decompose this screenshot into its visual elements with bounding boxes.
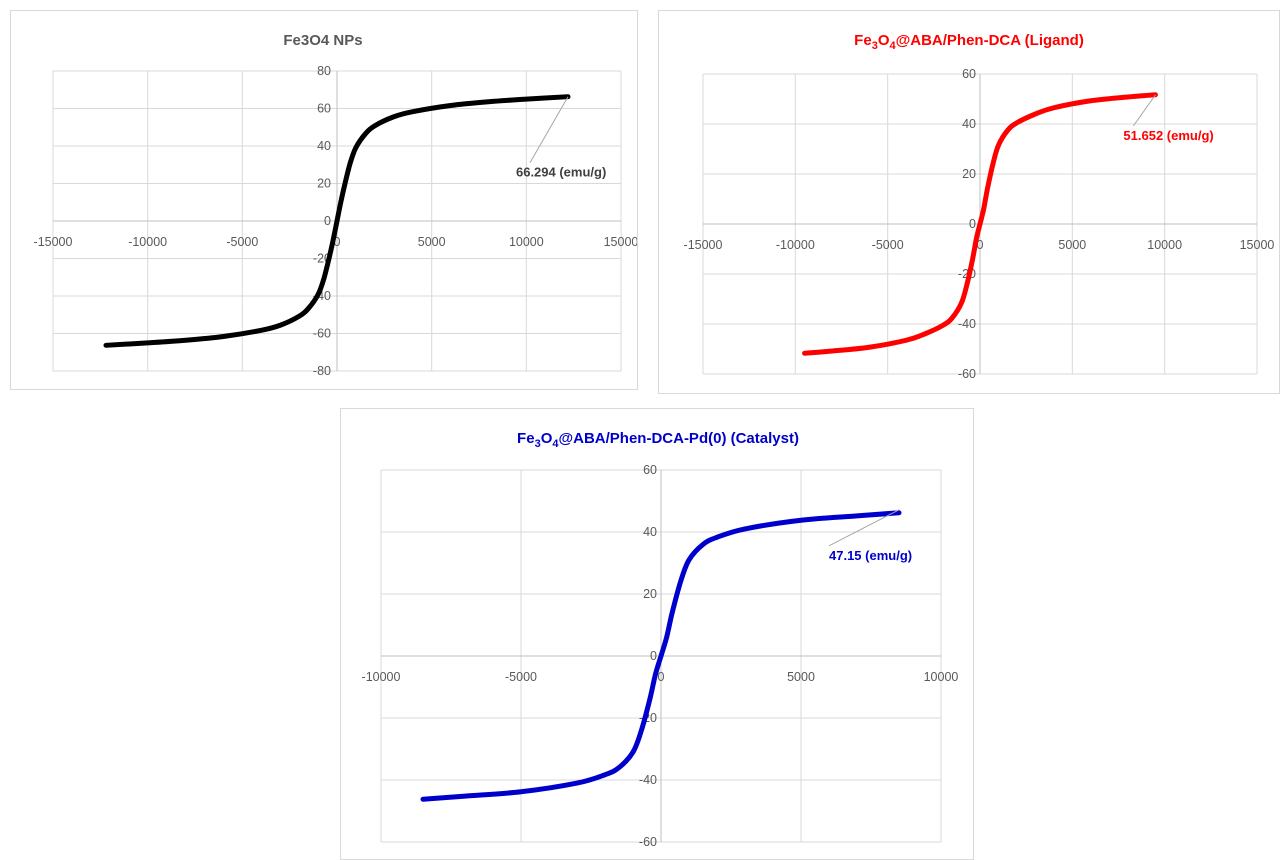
y-tick-label: 0 xyxy=(969,217,976,231)
y-tick-label: 40 xyxy=(962,117,976,131)
y-tick-label: 20 xyxy=(962,167,976,181)
chart-svg-fe3o4: Fe3O4 NPs -15000 -10000 -5000 0 5000 10000 150… xyxy=(34,32,638,378)
series-lines xyxy=(420,510,902,802)
x-tick-label: 5000 xyxy=(418,235,446,249)
x-tick-label: 5000 xyxy=(787,670,815,684)
y-tick-label: 20 xyxy=(643,587,657,601)
x-tick-labels: -15000 -10000 -5000 0 5000 10000 15000 xyxy=(684,238,1275,252)
y-tick-label: 80 xyxy=(317,64,331,78)
x-tick-label: -15000 xyxy=(684,238,723,252)
saturation-magnetization-label: 51.652 (emu/g) xyxy=(1123,128,1213,143)
chart-title: Fe3O4@ABA/Phen-DCA-Pd(0) (Catalyst) xyxy=(517,430,799,450)
chart-panel-ligand: Fe3O4@ABA/Phen-DCA (Ligand) -15000 -10000… xyxy=(658,10,1280,394)
chart-title: Fe3O4 NPs xyxy=(283,32,362,49)
magnetization-curve xyxy=(103,94,571,348)
x-tick-label: 5000 xyxy=(1058,238,1086,252)
y-tick-label: -60 xyxy=(313,327,331,341)
chart-panel-fe3o4: Fe3O4 NPs -15000 -10000 -5000 0 5000 10000 150… xyxy=(10,10,638,390)
x-tick-label: -5000 xyxy=(226,235,258,249)
x-tick-label: 15000 xyxy=(604,235,638,249)
x-tick-label: -10000 xyxy=(776,238,815,252)
chart-panel-catalyst: Fe3O4@ABA/Phen-DCA-Pd(0) (Catalyst) -100… xyxy=(340,408,974,860)
saturation-magnetization-label: 66.294 (emu/g) xyxy=(516,165,606,180)
saturation-magnetization-label: 47.15 (emu/g) xyxy=(829,548,912,563)
y-tick-label: 60 xyxy=(962,67,976,81)
annotation-leader-line xyxy=(1133,94,1156,127)
chart-title: Fe3O4@ABA/Phen-DCA (Ligand) xyxy=(854,32,1084,52)
magnetization-curve xyxy=(420,510,902,802)
y-tick-label: 0 xyxy=(650,649,657,663)
x-tick-labels: -15000 -10000 -5000 0 5000 10000 15000 xyxy=(34,235,638,249)
annotation-leader-line xyxy=(529,96,569,163)
x-tick-label: 10000 xyxy=(509,235,544,249)
y-tick-label: -40 xyxy=(958,317,976,331)
y-tick-label: 60 xyxy=(643,463,657,477)
x-tick-label: -10000 xyxy=(128,235,167,249)
series-lines xyxy=(802,92,1158,356)
x-tick-labels: -10000 -5000 0 5000 10000 xyxy=(362,670,959,684)
x-tick-label: -5000 xyxy=(505,670,537,684)
series-lines xyxy=(103,94,571,348)
x-tick-label: -5000 xyxy=(872,238,904,252)
y-tick-label: 40 xyxy=(643,525,657,539)
x-tick-label: 0 xyxy=(334,235,341,249)
y-tick-label: 40 xyxy=(317,139,331,153)
x-tick-label: 0 xyxy=(977,238,984,252)
x-tick-label: -10000 xyxy=(362,670,401,684)
magnetization-curve xyxy=(802,92,1158,356)
x-tick-label: 0 xyxy=(658,670,665,684)
x-tick-label: 10000 xyxy=(924,670,959,684)
chart-svg-catalyst: Fe3O4@ABA/Phen-DCA-Pd(0) (Catalyst) -100… xyxy=(362,430,959,849)
x-tick-label: 10000 xyxy=(1147,238,1182,252)
annotation-leader-line xyxy=(828,509,900,547)
x-tick-label: 15000 xyxy=(1240,238,1275,252)
annotation: 51.652 (emu/g) xyxy=(1123,94,1214,143)
annotation: 47.15 (emu/g) xyxy=(828,509,912,563)
y-tick-label: 0 xyxy=(324,214,331,228)
annotation: 66.294 (emu/g) xyxy=(516,96,606,180)
y-tick-label: -40 xyxy=(639,773,657,787)
y-tick-label: -60 xyxy=(639,835,657,849)
y-tick-label: -80 xyxy=(313,364,331,378)
y-tick-label: 20 xyxy=(317,177,331,191)
y-tick-label: 60 xyxy=(317,102,331,116)
y-tick-label: -60 xyxy=(958,367,976,381)
x-tick-label: -15000 xyxy=(34,235,73,249)
chart-svg-ligand: Fe3O4@ABA/Phen-DCA (Ligand) -15000 -10000… xyxy=(684,32,1275,381)
